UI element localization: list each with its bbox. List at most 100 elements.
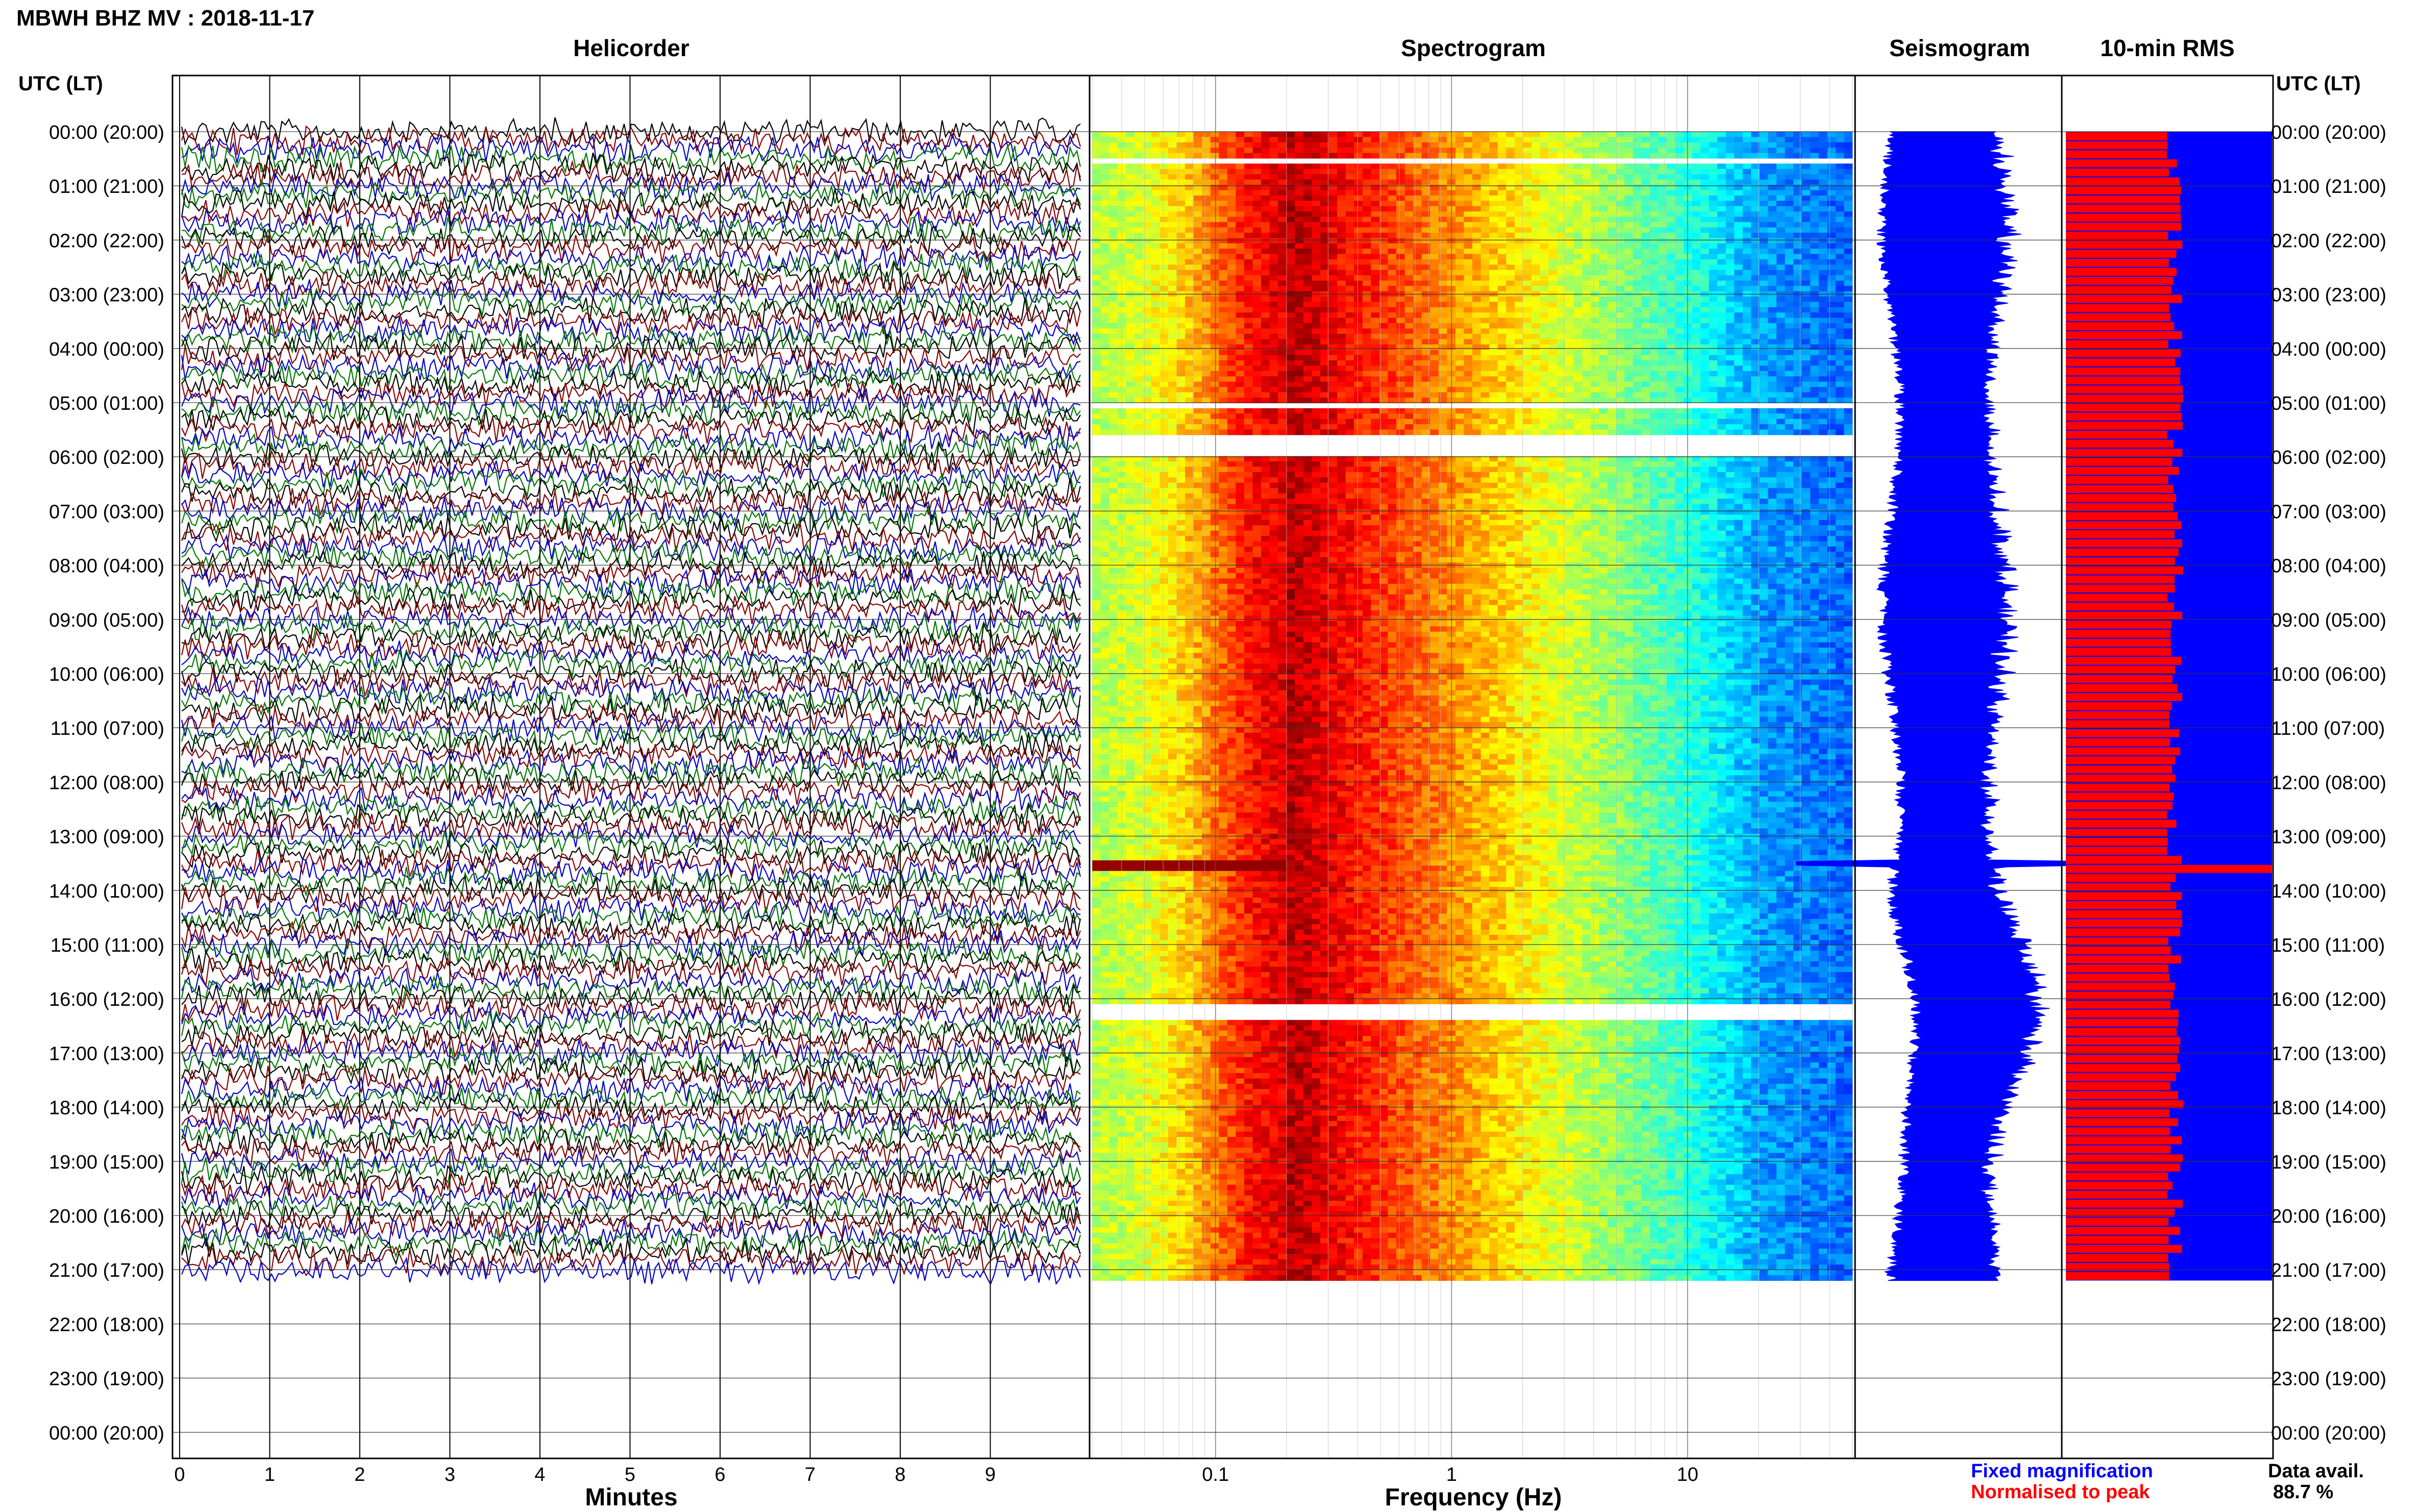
spectrogram-cell: [1100, 190, 1109, 196]
spectrogram-cell: [1540, 408, 1549, 414]
spectrogram-cell: [1793, 195, 1803, 202]
spectrogram-cell: [1455, 275, 1465, 281]
spectrogram-cell: [1785, 206, 1794, 212]
spectrogram-cell: [1143, 275, 1152, 281]
spectrogram-cell: [1649, 179, 1659, 185]
spectrogram-cell: [1295, 286, 1304, 292]
spectrogram-cell: [1844, 153, 1853, 159]
spectrogram-cell: [1641, 413, 1650, 419]
spectrogram-cell: [1540, 371, 1549, 377]
spectrogram-cell: [1641, 317, 1650, 324]
spectrogram-cell: [1801, 147, 1811, 154]
spectrogram-cell: [1176, 344, 1186, 350]
spectrogram-cell: [1531, 339, 1541, 345]
spectrogram-cell: [1590, 216, 1599, 222]
spectrogram-cell: [1328, 195, 1338, 202]
spectrogram-cell: [1573, 334, 1583, 340]
spectrogram-cell: [1751, 302, 1760, 308]
spectrogram-cell: [1472, 137, 1482, 143]
spectrogram-cell: [1472, 339, 1482, 345]
helicorder-trace: [181, 695, 1081, 726]
spectrogram-cell: [1227, 264, 1237, 270]
helicorder-trace: [181, 1047, 1081, 1078]
spectrogram-cell: [1193, 307, 1202, 313]
spectrogram-cell: [1312, 238, 1321, 244]
spectrogram-cell: [1210, 344, 1219, 350]
spectrogram-cell: [1844, 227, 1853, 233]
spectrogram-cell: [1506, 376, 1515, 382]
spectrogram-cell: [1295, 227, 1304, 233]
spectrogram-cell: [1514, 238, 1523, 244]
spectrogram-cell: [1202, 190, 1211, 196]
helicorder-trace: [181, 1209, 1081, 1241]
spectrogram-cell: [1379, 201, 1389, 207]
spectrogram-cell: [1582, 147, 1591, 154]
spectrogram-cell: [1126, 424, 1135, 430]
spectrogram-cell: [1666, 238, 1675, 244]
spectrogram-cell: [1159, 286, 1169, 292]
spectrogram-cell: [1616, 137, 1625, 143]
spectrogram-cell: [1168, 201, 1177, 207]
spectrogram-cell: [1134, 334, 1143, 340]
spectrogram-cell: [1742, 195, 1751, 202]
spectrogram-cell: [1624, 190, 1634, 196]
spectrogram-cell: [1607, 376, 1617, 382]
spectrogram-cell: [1261, 259, 1270, 265]
spectrogram-cell: [1421, 206, 1430, 212]
spectrogram-cell: [1624, 153, 1634, 159]
spectrogram-cell: [1523, 233, 1532, 238]
spectrogram-cell: [1675, 216, 1684, 222]
spectrogram-cell: [1607, 328, 1617, 334]
spectrogram-cell: [1734, 307, 1743, 313]
spectrogram-cell: [1396, 312, 1405, 318]
spectrogram-cell: [1430, 387, 1439, 393]
spectrogram-cell: [1734, 275, 1743, 281]
spectrogram-cell: [1464, 312, 1473, 318]
spectrogram-cell: [1371, 270, 1380, 276]
spectrogram-cell: [1244, 312, 1253, 318]
spectrogram-cell: [1168, 275, 1177, 281]
spectrogram-cell: [1624, 238, 1634, 244]
spectrogram-cell: [1599, 350, 1608, 356]
spectrogram-cell: [1633, 328, 1642, 334]
spectrogram-cell: [1759, 249, 1769, 255]
spectrogram-cell: [1227, 296, 1237, 303]
spectrogram-cell: [1793, 398, 1803, 404]
spectrogram-cell: [1734, 227, 1743, 233]
spectrogram-cell: [1649, 360, 1659, 366]
spectrogram-cell: [1768, 350, 1777, 356]
spectrogram-cell: [1641, 381, 1650, 387]
spectrogram-cell: [1354, 153, 1363, 159]
spectrogram-cell: [1236, 142, 1245, 148]
spectrogram-cell: [1227, 190, 1237, 196]
spectrogram-cell: [1633, 418, 1642, 425]
spectrogram-cell: [1261, 376, 1270, 382]
spectrogram-cell: [1269, 153, 1278, 159]
spectrogram-cell: [1565, 286, 1574, 292]
spectrogram-cell: [1818, 249, 1828, 255]
spectrogram-cell: [1700, 153, 1710, 159]
spectrogram-cell: [1388, 201, 1397, 207]
spectrogram-cell: [1582, 344, 1591, 350]
spectrogram-cell: [1548, 302, 1558, 308]
spectrogram-cell: [1523, 163, 1532, 169]
spectrogram-cell: [1278, 137, 1287, 143]
spectrogram-cell: [1776, 174, 1786, 180]
spectrogram-cell: [1168, 312, 1177, 318]
spectrogram-cell: [1472, 398, 1482, 404]
spectrogram-cell: [1371, 216, 1380, 222]
spectrogram-cell: [1725, 286, 1735, 292]
spectrogram-cell: [1278, 174, 1287, 180]
spectrogram-cell: [1430, 307, 1439, 313]
spectrogram-cell: [1269, 381, 1278, 387]
spectrogram-cell: [1438, 398, 1447, 404]
spectrogram-cell: [1354, 185, 1363, 191]
helicorder-trace: [181, 839, 1081, 872]
spectrogram-cell: [1143, 206, 1152, 212]
spectrogram-cell: [1514, 222, 1523, 228]
spectrogram-cell: [1244, 371, 1253, 377]
spectrogram-cell: [1590, 328, 1599, 334]
spectrogram-cell: [1151, 259, 1161, 265]
spectrogram-cell: [1092, 302, 1101, 308]
spectrogram-cell: [1286, 195, 1295, 202]
